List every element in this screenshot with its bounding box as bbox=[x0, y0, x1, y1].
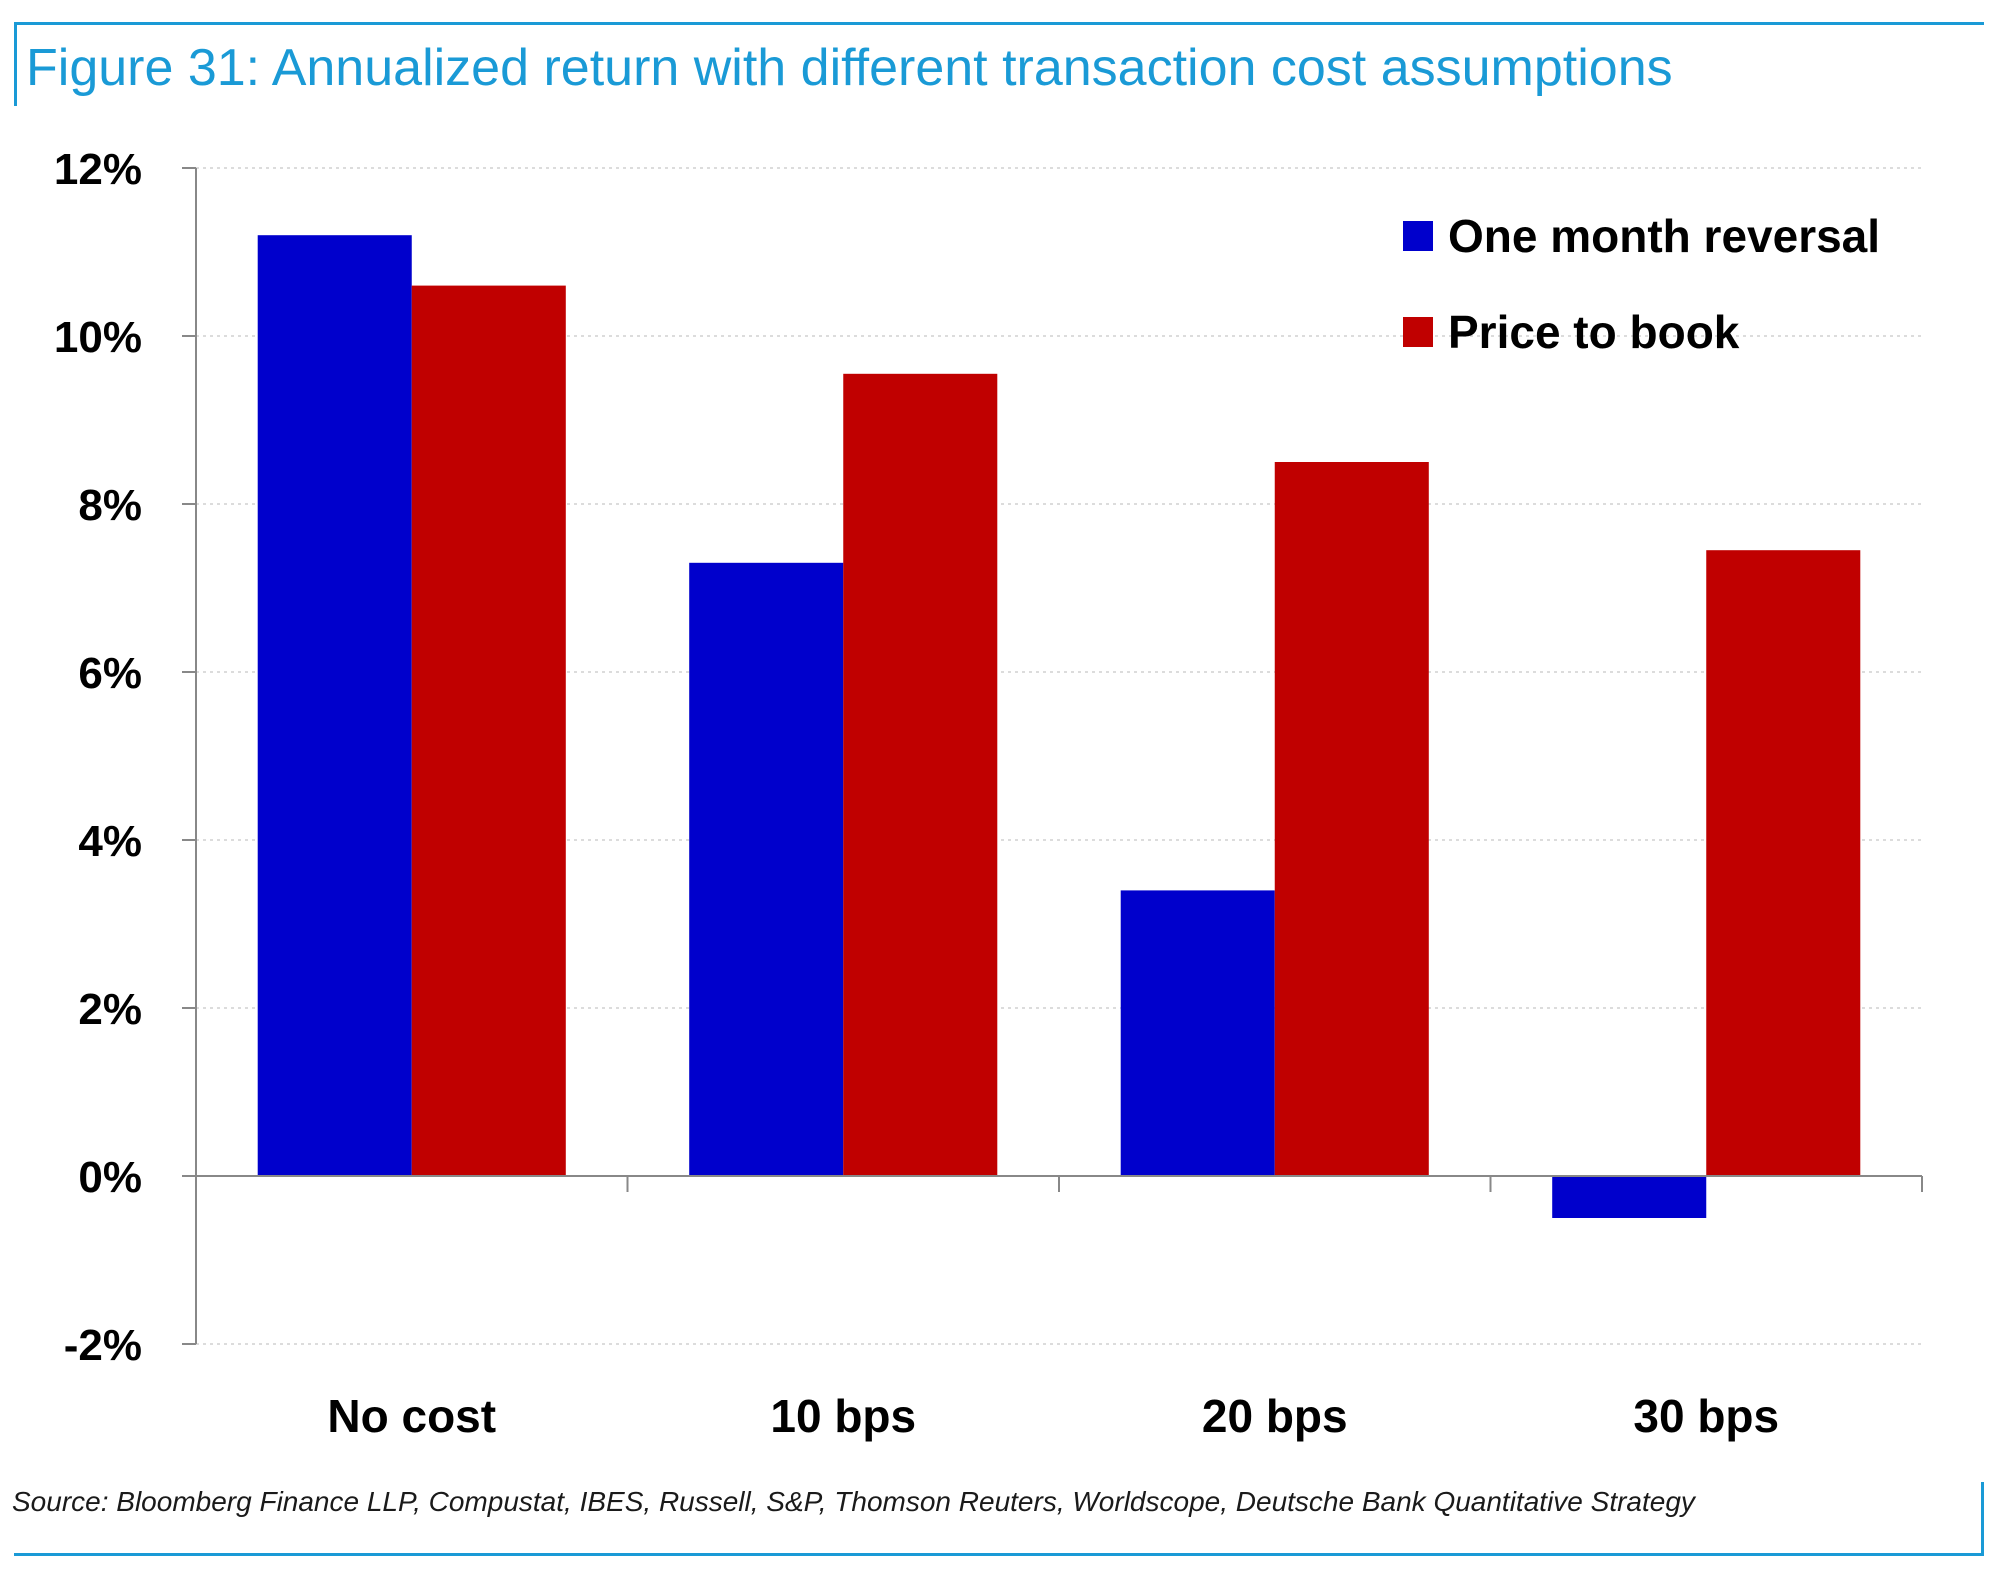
legend: One month reversal Price to book bbox=[1403, 210, 1880, 358]
bar-one-month-reversal bbox=[257, 235, 412, 1176]
legend-swatch bbox=[1403, 221, 1433, 251]
bar-layer bbox=[257, 235, 1861, 1218]
y-tick-label: 4% bbox=[78, 817, 142, 866]
frame-left-rule bbox=[14, 22, 17, 106]
bar-one-month-reversal bbox=[689, 562, 844, 1176]
x-category-label: 10 bps bbox=[770, 1390, 916, 1442]
bar-one-month-reversal bbox=[1552, 1176, 1707, 1218]
y-tick-label: 0% bbox=[78, 1153, 142, 1202]
y-tick-label: 2% bbox=[78, 985, 142, 1034]
bar-price-to-book bbox=[1274, 462, 1429, 1176]
y-tick-label: 10% bbox=[54, 313, 142, 362]
x-category-label: 30 bps bbox=[1633, 1390, 1779, 1442]
x-category-label: No cost bbox=[327, 1390, 496, 1442]
x-category-label: 20 bps bbox=[1202, 1390, 1348, 1442]
legend-label: One month reversal bbox=[1448, 210, 1880, 262]
source-note: Source: Bloomberg Finance LLP, Compustat… bbox=[12, 1486, 1695, 1517]
bar-price-to-book bbox=[411, 285, 566, 1177]
frame-bottom-rule bbox=[14, 1553, 1984, 1556]
y-tick-label: -2% bbox=[64, 1321, 142, 1370]
frame-top-rule bbox=[14, 22, 1984, 25]
bar-price-to-book bbox=[1706, 550, 1861, 1176]
y-tick-label: 12% bbox=[54, 145, 142, 194]
chart-title: Figure 31: Annualized return with differ… bbox=[26, 39, 1673, 97]
y-tick-label: 6% bbox=[78, 649, 142, 698]
frame-right-rule bbox=[1981, 1482, 1984, 1556]
y-tick-label: 8% bbox=[78, 481, 142, 530]
axis-layer bbox=[182, 167, 1923, 1345]
legend-label: Price to book bbox=[1448, 306, 1740, 358]
legend-swatch bbox=[1403, 317, 1433, 347]
bar-price-to-book bbox=[843, 373, 998, 1176]
bar-one-month-reversal bbox=[1120, 890, 1275, 1176]
label-layer: -2% 0% 2% 4% 6% 8% 10% 12% No cost 10 bps 20 bps 30… bbox=[54, 145, 1779, 1442]
